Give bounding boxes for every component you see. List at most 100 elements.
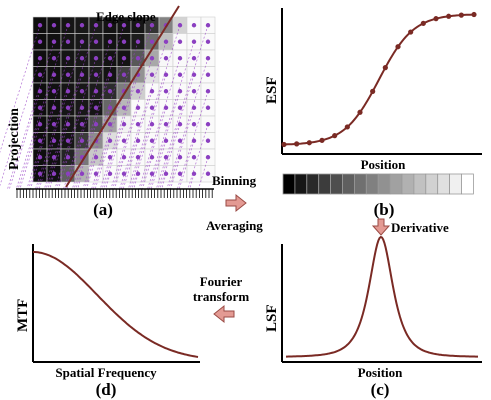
pixel-center-dot — [51, 23, 57, 28]
pixel-center-dot — [65, 39, 71, 44]
projection-line — [94, 140, 111, 190]
projection-line — [47, 124, 69, 190]
projection-line — [127, 25, 181, 190]
strip-bin — [365, 173, 379, 195]
esf-marker — [471, 11, 477, 18]
esf-marker — [332, 133, 338, 139]
projection-line — [142, 157, 153, 190]
pixel-center-dot — [93, 72, 99, 77]
transform-label: transform — [193, 289, 249, 304]
projection-line — [105, 173, 111, 190]
esf-marker — [382, 65, 388, 71]
pixel-center-dot — [177, 171, 183, 176]
pixel-center-dot — [163, 122, 169, 127]
projection-comb — [16, 188, 214, 198]
derivative-arrow-icon — [371, 218, 391, 236]
pixel-center-dot — [37, 171, 43, 176]
mtf-ylabel: MTF — [15, 299, 31, 332]
pixel-center-dot — [93, 105, 99, 110]
pixel-center-dot — [205, 105, 211, 110]
projection-line — [166, 58, 209, 190]
strip-bin — [401, 173, 415, 195]
projection-line — [54, 58, 97, 190]
strip-bin — [425, 173, 439, 195]
strip-bin — [377, 173, 391, 195]
projection-line — [38, 140, 55, 190]
binning-label: Binning — [212, 173, 257, 188]
panel-a: Edge slope Projection (a) — [0, 5, 216, 219]
projection-line — [114, 157, 125, 190]
pixel-center-dot — [107, 56, 113, 61]
pixel-center-dot — [177, 105, 183, 110]
pixel-center-dot — [37, 138, 43, 143]
binned-strip — [282, 173, 474, 195]
pixel-center-dot — [149, 171, 155, 176]
pixel-center-dot — [205, 39, 211, 44]
edge-slope-label: Edge slope — [96, 9, 156, 24]
strip-bin — [353, 173, 367, 195]
fourier-arrow-icon — [213, 304, 235, 324]
projection-line — [121, 91, 153, 190]
pixel-center-dot — [149, 105, 155, 110]
projection-line — [65, 91, 97, 190]
projection-line — [9, 91, 41, 190]
pixel-center-dot — [135, 89, 141, 94]
pixel-center-dot — [93, 39, 99, 44]
strip-bin — [461, 173, 474, 195]
esf-marker — [370, 88, 376, 94]
pixel-center-dot — [37, 72, 43, 77]
pixel-center-dot — [65, 171, 71, 176]
esf-marker — [319, 137, 325, 143]
strip-bin — [282, 173, 296, 195]
projection-line — [49, 173, 55, 190]
pixel-center-dot — [191, 56, 197, 61]
fourier-label: Fourier — [200, 274, 243, 289]
esf-marker — [357, 109, 363, 115]
pixel-center-dot — [121, 138, 127, 143]
projection-line — [37, 91, 69, 190]
pixel-center-dot — [205, 72, 211, 77]
projection-line — [150, 140, 167, 190]
strip-bin — [449, 173, 462, 195]
pixel-center-dot — [65, 138, 71, 143]
strip-bin — [389, 173, 403, 195]
pixel-center-dot — [149, 72, 155, 77]
projection-line — [159, 124, 181, 190]
pixel-center-dot — [79, 89, 85, 94]
projection-line — [82, 58, 125, 190]
esf-marker — [446, 13, 452, 19]
projection-line — [93, 91, 125, 190]
projection-line — [122, 140, 139, 190]
fourier-step: Fourier transform — [193, 274, 249, 324]
projection-line — [0, 25, 41, 153]
panel-d: MTF Spatial Frequency (d) — [15, 244, 200, 399]
projection-line — [77, 173, 83, 190]
pixel-center-dot — [177, 72, 183, 77]
strip-bin — [306, 173, 320, 195]
projection-line — [86, 157, 97, 190]
pixel-center-dot — [65, 105, 71, 110]
pixel-center-dot — [135, 56, 141, 61]
projection-line — [26, 58, 69, 190]
projection-line — [177, 91, 209, 190]
pixel-center-dot — [107, 122, 113, 127]
pixel-center-dot — [79, 23, 85, 28]
pixel-center-dot — [107, 23, 113, 28]
pixel-center-dot — [177, 138, 183, 143]
pixel-center-dot — [135, 122, 141, 127]
pixel-center-dot — [121, 39, 127, 44]
pixel-center-dot — [65, 72, 71, 77]
pixel-center-dot — [93, 171, 99, 176]
mtf-xlabel: Spatial Frequency — [55, 365, 157, 380]
projection-line — [103, 124, 125, 190]
pixel-center-dot — [149, 39, 155, 44]
esf-ylabel: ESF — [264, 76, 280, 104]
projection-line — [149, 91, 181, 190]
esf-marker — [294, 141, 300, 147]
pixel-center-dot — [205, 171, 211, 176]
projection-line — [110, 58, 153, 190]
pixel-center-dot — [107, 89, 113, 94]
projection-label: Projection — [7, 108, 22, 170]
projection-line — [198, 157, 209, 190]
